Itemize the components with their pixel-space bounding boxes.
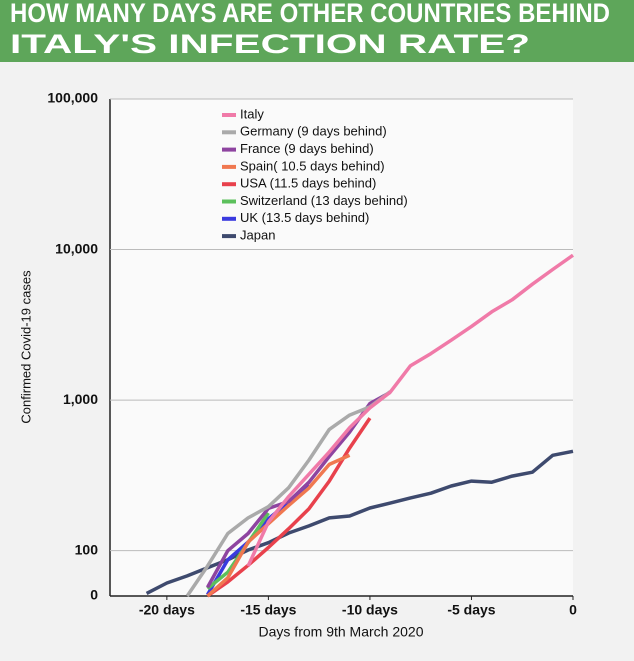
- legend-label: UK (13.5 days behind): [240, 210, 369, 225]
- series-line: [246, 253, 575, 567]
- x-axis-label: Days from 9th March 2020: [259, 624, 424, 640]
- legend-label: France (9 days behind): [240, 141, 374, 156]
- plot-area: [110, 99, 573, 596]
- x-tick-label: -5 days: [447, 602, 495, 618]
- legend-label: Germany (9 days behind): [240, 124, 387, 139]
- x-tick-label: -10 days: [342, 602, 398, 618]
- x-tick-label: -15 days: [240, 602, 296, 618]
- y-tick-label: 0: [90, 587, 98, 603]
- title-banner: [0, 0, 634, 62]
- x-tick-label: -20 days: [139, 602, 195, 618]
- legend-label: Switzerland (13 days behind): [240, 193, 408, 208]
- series-line: [206, 453, 351, 598]
- legend-label: Spain( 10.5 days behind): [240, 158, 385, 173]
- legend-label: Japan: [240, 228, 275, 243]
- y-tick-label: 1,000: [63, 391, 98, 407]
- legend-label: Italy: [240, 106, 264, 121]
- y-tick-label: 100: [75, 541, 99, 557]
- y-tick-label: 10,000: [55, 240, 98, 256]
- series-line: [145, 449, 574, 595]
- chart-title: HOW MANY DAYS ARE OTHER COUNTRIES BEHIND…: [10, 0, 610, 59]
- y-axis-label: Confirmed Covid-19 cases: [18, 270, 33, 424]
- y-tick-label: 100,000: [47, 90, 98, 106]
- x-tick-label: 0: [569, 602, 577, 618]
- series-line: [185, 390, 392, 597]
- legend-label: USA (11.5 days behind): [240, 176, 376, 191]
